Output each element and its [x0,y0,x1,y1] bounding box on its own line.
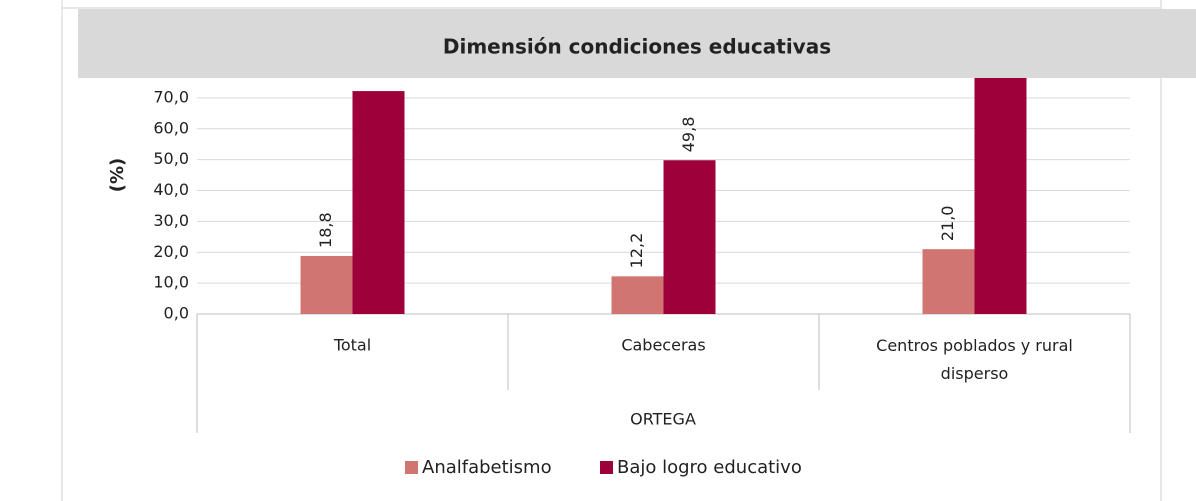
x-tick-label: Cabeceras [621,336,705,355]
data-label: 12,2 [627,233,646,269]
bar [352,91,405,315]
bar [300,255,353,314]
title-banner [78,9,1196,78]
bar [922,249,975,314]
y-tick-label: 60,0 [153,118,189,137]
y-axis-label: (%) [107,158,128,193]
plot: 0,0 10,0 20,0 30,0 40,0 50,0 60,0 70,0 Total 18,8… [153,51,1131,433]
legend-swatch [405,461,418,474]
legend-swatch [600,461,613,474]
bar [611,276,664,314]
data-label: 18,8 [316,212,335,248]
y-tick-label: 0,0 [164,304,189,323]
y-tick-label: 70,0 [153,87,189,106]
legend-label: Bajo logro educativo [617,457,802,478]
bar [974,51,1027,314]
y-tick-label: 30,0 [153,211,189,230]
y-tick-label: 40,0 [153,180,189,199]
y-tick-label: 10,0 [153,273,189,292]
bar [663,160,716,314]
chart-title: Dimensión condiciones educativas [443,35,831,59]
data-label: 21,0 [938,206,957,242]
x-tick-label: Total [333,336,371,355]
legend-label: Analfabetismo [422,457,552,478]
x-tick-label: Centros poblados y rural disperso [876,336,1073,383]
y-tick-label: 50,0 [153,149,189,168]
data-label: 49,8 [679,117,698,153]
x-group-label: ORTEGA [630,410,696,429]
y-tick-label: 20,0 [153,242,189,261]
